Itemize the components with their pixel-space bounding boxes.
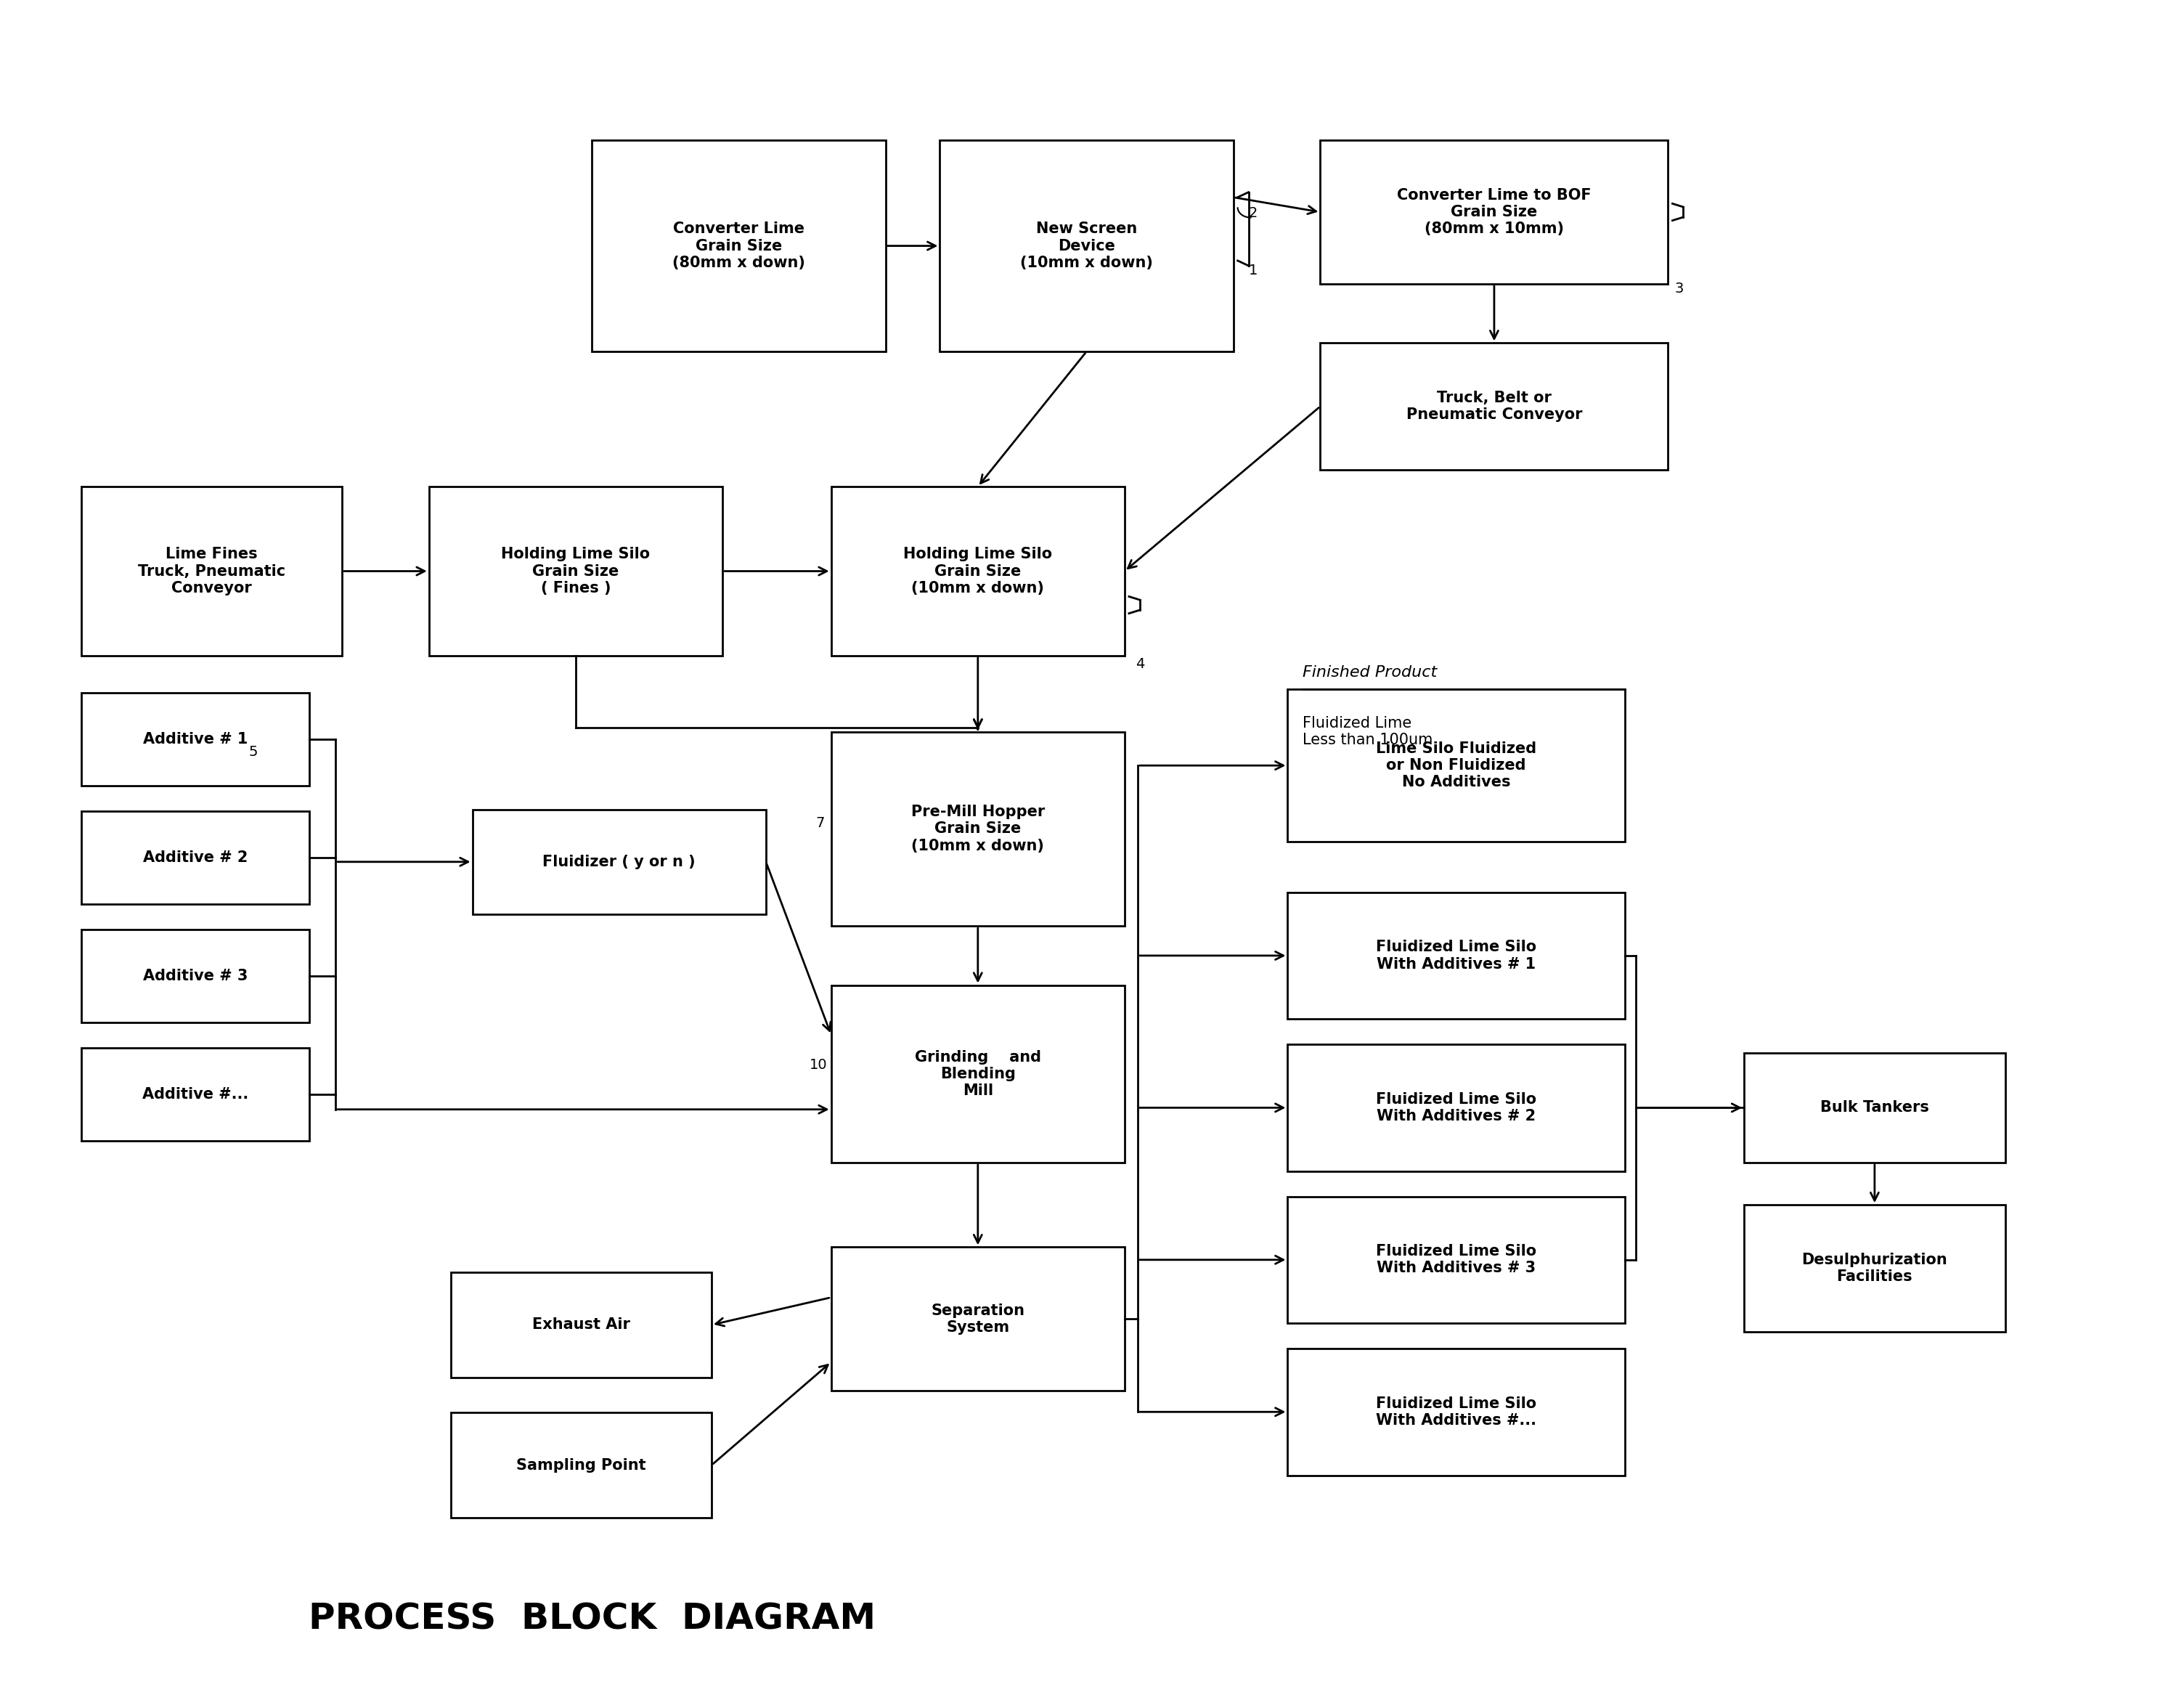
FancyBboxPatch shape <box>1289 690 1625 842</box>
Text: Holding Lime Silo
Grain Size
( Fines ): Holding Lime Silo Grain Size ( Fines ) <box>502 547 651 595</box>
Text: 1: 1 <box>1249 264 1258 277</box>
FancyBboxPatch shape <box>1289 893 1625 1018</box>
FancyBboxPatch shape <box>428 486 723 656</box>
Text: Fluidized Lime Silo
With Additives # 3: Fluidized Lime Silo With Additives # 3 <box>1376 1244 1535 1275</box>
Text: Fluidized Lime Silo
With Additives # 2: Fluidized Lime Silo With Additives # 2 <box>1376 1091 1535 1124</box>
FancyBboxPatch shape <box>1289 1348 1625 1476</box>
FancyBboxPatch shape <box>81 930 310 1022</box>
Text: Pre-Mill Hopper
Grain Size
(10mm x down): Pre-Mill Hopper Grain Size (10mm x down) <box>911 804 1044 853</box>
FancyBboxPatch shape <box>1289 1044 1625 1171</box>
Text: Additive # 1: Additive # 1 <box>142 733 247 746</box>
Text: 2: 2 <box>1249 206 1258 219</box>
Text: New Screen
Device
(10mm x down): New Screen Device (10mm x down) <box>1020 221 1153 270</box>
Text: Grinding    and
Blending
Mill: Grinding and Blending Mill <box>915 1051 1042 1098</box>
Text: Fluidized Lime Silo
With Additives #...: Fluidized Lime Silo With Additives #... <box>1376 1396 1535 1428</box>
FancyBboxPatch shape <box>1321 139 1669 284</box>
Text: PROCESS  BLOCK  DIAGRAM: PROCESS BLOCK DIAGRAM <box>308 1601 876 1637</box>
FancyBboxPatch shape <box>81 811 310 904</box>
FancyBboxPatch shape <box>939 139 1234 352</box>
FancyBboxPatch shape <box>832 986 1125 1163</box>
Text: Converter Lime
Grain Size
(80mm x down): Converter Lime Grain Size (80mm x down) <box>673 221 806 270</box>
FancyBboxPatch shape <box>832 1248 1125 1391</box>
Text: Bulk Tankers: Bulk Tankers <box>1819 1100 1928 1115</box>
FancyBboxPatch shape <box>592 139 885 352</box>
Text: Fluidized Lime
Less than 100um: Fluidized Lime Less than 100um <box>1304 716 1433 748</box>
Text: Additive #...: Additive #... <box>142 1086 249 1102</box>
Text: Additive # 2: Additive # 2 <box>142 850 247 865</box>
Text: Truck, Belt or
Pneumatic Conveyor: Truck, Belt or Pneumatic Conveyor <box>1406 391 1581 422</box>
Text: Fluidized Lime Silo
With Additives # 1: Fluidized Lime Silo With Additives # 1 <box>1376 940 1535 971</box>
Text: Sampling Point: Sampling Point <box>515 1459 646 1472</box>
Text: Separation
System: Separation System <box>930 1304 1024 1335</box>
Text: Exhaust Air: Exhaust Air <box>533 1318 631 1333</box>
Text: 7: 7 <box>817 816 826 830</box>
Text: Lime Fines
Truck, Pneumatic
Conveyor: Lime Fines Truck, Pneumatic Conveyor <box>138 547 286 595</box>
FancyBboxPatch shape <box>450 1413 712 1518</box>
Text: 5: 5 <box>249 745 258 758</box>
FancyBboxPatch shape <box>81 1047 310 1141</box>
FancyBboxPatch shape <box>81 694 310 785</box>
FancyBboxPatch shape <box>1745 1052 2005 1163</box>
FancyBboxPatch shape <box>1289 1197 1625 1323</box>
FancyBboxPatch shape <box>472 809 767 915</box>
Text: Lime Silo Fluidized
or Non Fluidized
No Additives: Lime Silo Fluidized or Non Fluidized No … <box>1376 741 1535 789</box>
Text: Finished Product: Finished Product <box>1304 665 1437 680</box>
FancyBboxPatch shape <box>81 486 343 656</box>
FancyBboxPatch shape <box>1321 343 1669 469</box>
FancyBboxPatch shape <box>832 731 1125 926</box>
Text: Holding Lime Silo
Grain Size
(10mm x down): Holding Lime Silo Grain Size (10mm x dow… <box>904 547 1053 595</box>
Text: Converter Lime to BOF
Grain Size
(80mm x 10mm): Converter Lime to BOF Grain Size (80mm x… <box>1398 189 1592 236</box>
FancyBboxPatch shape <box>1745 1205 2005 1331</box>
Text: Desulphurization
Facilities: Desulphurization Facilities <box>1802 1253 1948 1284</box>
Text: 10: 10 <box>810 1057 828 1071</box>
Text: 3: 3 <box>1675 282 1684 296</box>
FancyBboxPatch shape <box>450 1273 712 1377</box>
FancyBboxPatch shape <box>832 486 1125 656</box>
Text: Additive # 3: Additive # 3 <box>142 969 247 983</box>
Text: 4: 4 <box>1136 658 1144 672</box>
Text: Fluidizer ( y or n ): Fluidizer ( y or n ) <box>542 855 697 869</box>
